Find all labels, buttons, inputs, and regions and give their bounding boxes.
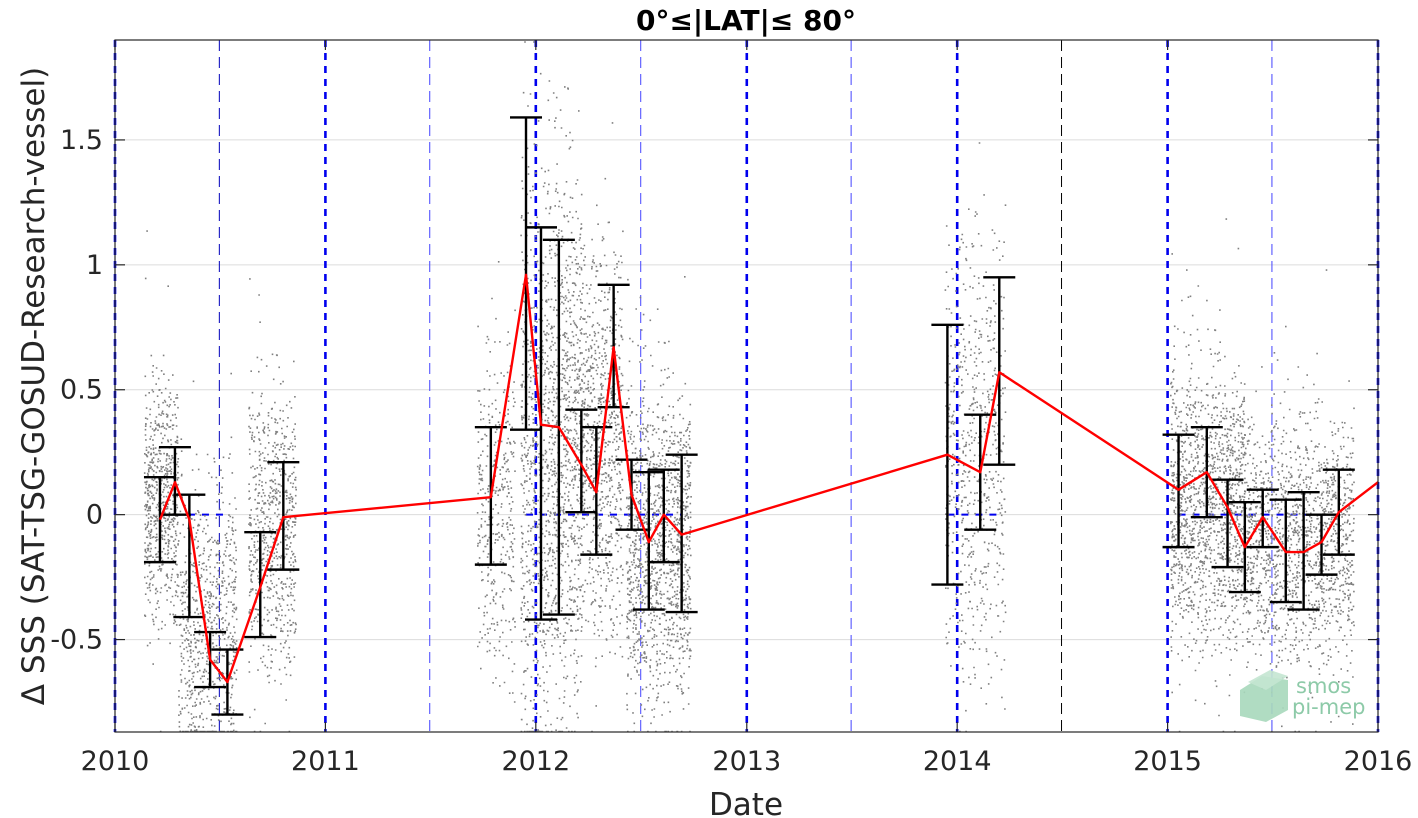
x-axis-ticks: 2010 2011 2012 2013 2014 2015 2016 bbox=[81, 40, 1413, 777]
error-bar bbox=[1162, 433, 1195, 549]
y-tick-label: 1 bbox=[86, 250, 103, 281]
error-bar bbox=[597, 283, 630, 409]
x-tick-label: 2013 bbox=[712, 746, 781, 777]
x-axis-title: Date bbox=[709, 787, 783, 818]
y-axis-ticks: -0.5 0 0.5 1 1.5 bbox=[50, 125, 1378, 656]
error-bar bbox=[1211, 478, 1244, 569]
chart-title: 0°≤|LAT|≤ 80° bbox=[636, 4, 856, 37]
x-tick-label: 2015 bbox=[1133, 746, 1202, 777]
y-axis-title: Δ SSS (SAT-TSG-GOSUD-Research-vessel) bbox=[16, 67, 52, 705]
x-tick-label: 2014 bbox=[923, 746, 992, 777]
logo-mark-icon bbox=[1240, 676, 1288, 722]
y-tick-label: -0.5 bbox=[50, 625, 103, 656]
error-bar bbox=[510, 116, 543, 431]
logo-text-line2: pi-mep bbox=[1292, 695, 1365, 719]
scatter-cluster bbox=[625, 276, 692, 733]
y-tick-label: 0 bbox=[86, 500, 103, 531]
mean-series-line bbox=[158, 273, 1379, 684]
error-bar bbox=[267, 460, 300, 571]
y-tick-label: 1.5 bbox=[60, 125, 103, 156]
series-line-path bbox=[158, 273, 1379, 684]
scatter-cluster bbox=[944, 142, 1007, 733]
x-tick-label: 2016 bbox=[1344, 746, 1413, 777]
error-bar bbox=[983, 276, 1016, 466]
x-tick-label: 2012 bbox=[501, 746, 570, 777]
x-tick-label: 2011 bbox=[291, 746, 360, 777]
logo-text-line1: smos bbox=[1296, 674, 1351, 698]
error-bar bbox=[1305, 513, 1338, 576]
smos-pimep-logo: smos pi-mep bbox=[1240, 670, 1365, 722]
x-tick-label: 2010 bbox=[81, 746, 150, 777]
error-bar bbox=[158, 446, 191, 516]
y-tick-label: 0.5 bbox=[60, 375, 103, 406]
scatter-cluster bbox=[476, 261, 516, 703]
